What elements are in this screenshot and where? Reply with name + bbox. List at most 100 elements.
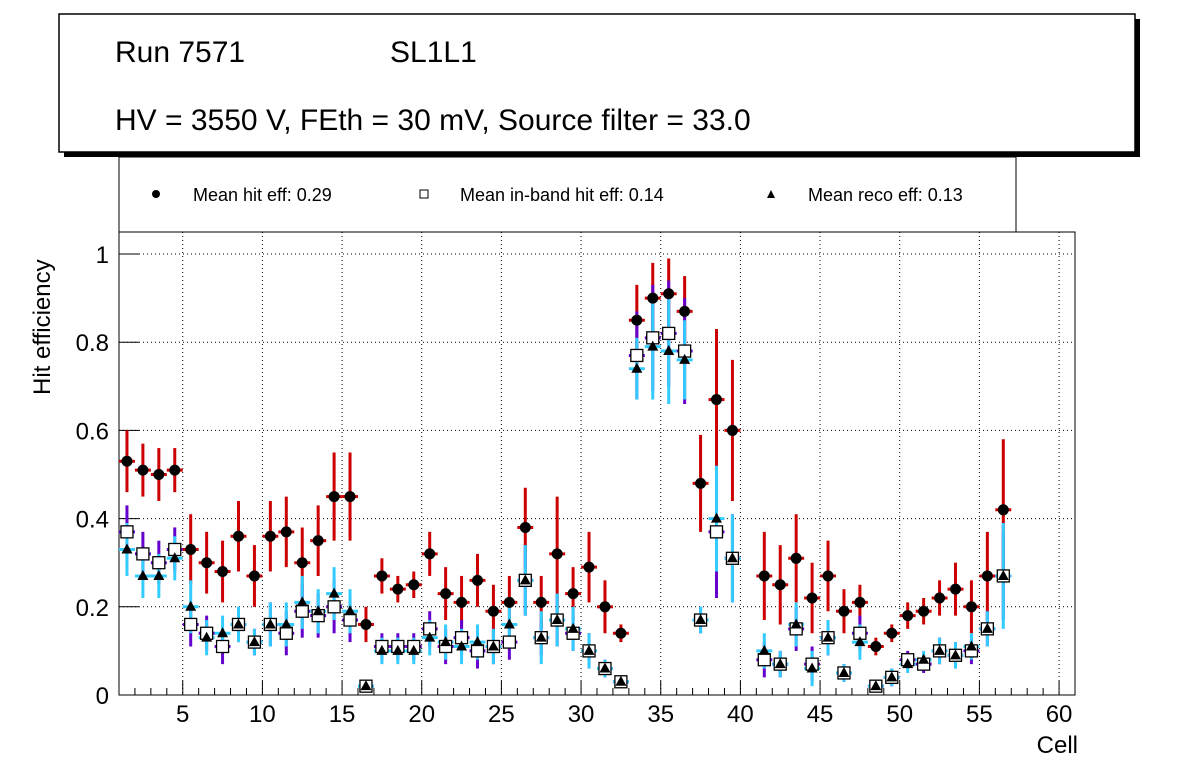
reco-eff-point (121, 543, 133, 554)
reco-eff-point (360, 680, 372, 691)
inband-eff-point (757, 653, 771, 667)
reco-eff-point (806, 662, 818, 673)
hit-eff-point (503, 596, 515, 608)
reco-eff-point (997, 569, 1009, 580)
hit-eff-point (822, 570, 834, 582)
hit-eff-point (201, 557, 213, 569)
reco-eff-point (137, 569, 149, 580)
reco-eff-point (424, 631, 436, 642)
reco-eff-point (934, 644, 946, 655)
hit-eff-point (472, 574, 483, 586)
legend: Mean hit eff: 0.29 Mean in-band hit eff:… (118, 156, 1017, 233)
legend-label-reco: Mean reco eff: 0.13 (808, 185, 963, 205)
x-axis-label: Cell (1037, 732, 1078, 759)
title-chamber: SL1L1 (390, 36, 477, 69)
hit-eff-point (519, 521, 531, 533)
reco-eff-point (663, 345, 675, 356)
reco-eff-point (647, 340, 659, 351)
hit-eff-point (886, 627, 898, 639)
x-tick-label: 35 (647, 701, 674, 728)
x-tick-label: 45 (807, 701, 834, 728)
reco-eff-point (838, 666, 850, 677)
hit-eff-point (153, 469, 165, 481)
hit-eff-point (567, 588, 579, 600)
reco-eff-point (583, 644, 595, 655)
reco-eff-point (201, 631, 213, 642)
hit-eff-point (248, 570, 260, 582)
hit-eff-point (695, 477, 707, 489)
x-tick-label: 30 (568, 701, 595, 728)
reco-eff-point (217, 627, 229, 638)
hit-eff-point (360, 618, 372, 630)
inband-eff-point (120, 525, 134, 539)
reco-eff-point (519, 574, 531, 585)
reco-eff-point (918, 653, 930, 664)
hit-eff-point (392, 583, 404, 595)
inband-eff-point (279, 626, 293, 640)
reco-eff-point (679, 353, 691, 364)
reco-eff-point (280, 618, 292, 629)
title-conditions: HV = 3550 V, FEth = 30 mV, Source filter… (115, 104, 751, 137)
hit-eff-point (408, 579, 420, 591)
hit-eff-point (233, 530, 244, 542)
reco-eff-point (854, 636, 866, 647)
y-tick-label: 0.2 (76, 595, 109, 622)
title-run: Run 7571 (115, 36, 245, 69)
reco-eff-point (870, 680, 882, 691)
legend-label-inband: Mean in-band hit eff: 0.14 (460, 185, 664, 205)
inband-eff-point (215, 639, 230, 654)
reco-eff-point (774, 658, 786, 669)
inband-eff-point (343, 613, 357, 627)
hit-eff-point (456, 596, 468, 608)
inband-eff-point (136, 547, 150, 561)
reco-eff-point (822, 631, 834, 642)
x-tick-label: 25 (488, 701, 515, 728)
hit-eff-point (679, 305, 691, 317)
hit-eff-point (647, 292, 659, 304)
hit-eff-point (758, 570, 770, 582)
inband-eff-point (295, 604, 309, 618)
reco-eff-point (631, 362, 643, 373)
reco-eff-point (886, 671, 898, 682)
reco-eff-point (503, 618, 515, 629)
hit-eff-point (981, 570, 993, 582)
hit-eff-point (296, 557, 308, 569)
reco-eff-point (790, 618, 802, 629)
hit-eff-point (790, 552, 802, 564)
hit-eff-point (328, 491, 340, 503)
hit-eff-point (918, 605, 930, 617)
legend-marker-square (419, 189, 429, 199)
y-tick-label: 0 (96, 683, 109, 710)
hit-eff-point (551, 548, 563, 560)
hit-eff-point (965, 601, 977, 613)
hit-eff-point (487, 605, 499, 617)
reco-eff-point (248, 636, 260, 647)
legend-label-hit: Mean hit eff: 0.29 (193, 185, 332, 205)
hit-eff-point (376, 570, 388, 582)
hit-eff-point (280, 526, 292, 538)
reco-eff-point (758, 644, 770, 655)
hit-eff-point (902, 610, 914, 622)
reco-eff-point (711, 512, 722, 523)
x-tick-label: 50 (886, 701, 913, 728)
reco-eff-point (965, 640, 977, 651)
hit-eff-point (854, 596, 866, 608)
y-tick-label: 0.4 (76, 507, 109, 534)
hit-eff-point (137, 464, 149, 476)
hit-eff-point (535, 596, 547, 608)
reco-eff-point (599, 662, 611, 673)
reco-eff-point (328, 587, 340, 598)
inband-eff-point (327, 600, 341, 614)
hit-eff-point (806, 592, 818, 604)
hit-eff-point (631, 314, 643, 326)
inband-eff-point (184, 617, 198, 632)
inband-eff-point (152, 556, 166, 570)
hit-eff-point (838, 605, 850, 617)
reco-eff-point (440, 636, 452, 647)
x-tick-label: 60 (1046, 701, 1073, 728)
reco-eff-point (981, 622, 993, 633)
y-tick-label: 0.8 (76, 330, 109, 357)
reco-eff-point (344, 605, 356, 616)
reco-eff-point (376, 644, 388, 655)
